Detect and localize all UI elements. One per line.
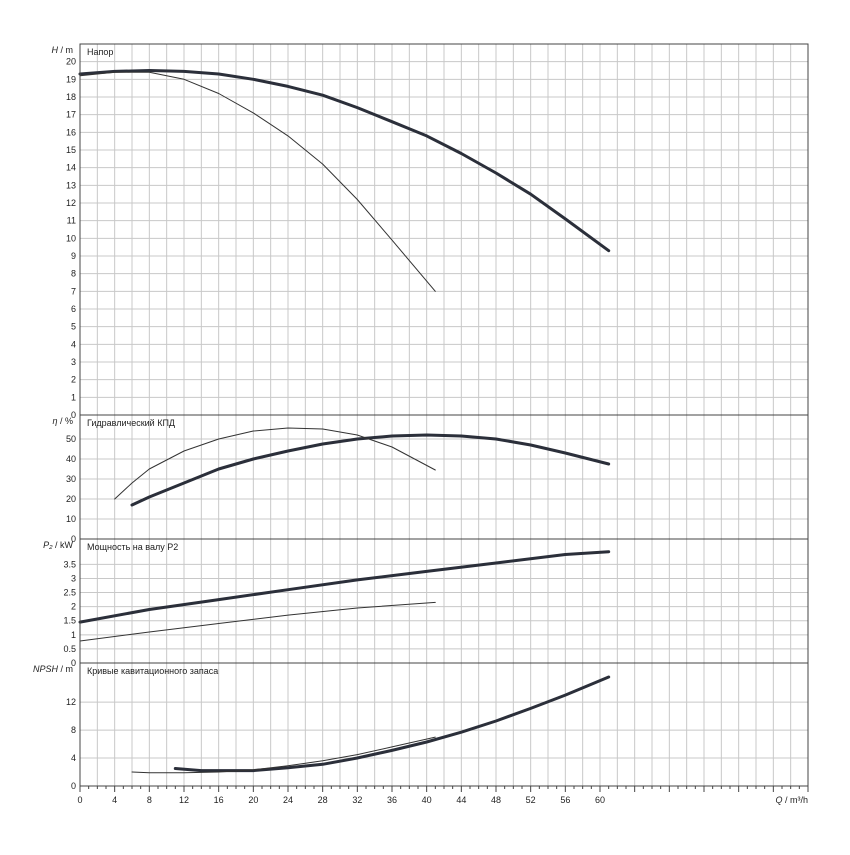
curve-max-speed: [130, 433, 611, 507]
y-tick-label: 2.5: [63, 588, 76, 598]
y-tick-label: 17: [66, 110, 76, 120]
y-axis-label: P₂ / kW: [43, 540, 73, 550]
y-tick-label: 14: [66, 163, 76, 173]
y-tick-label: 8: [71, 269, 76, 279]
curve-max-speed: [173, 675, 611, 773]
y-tick-label: 13: [66, 180, 76, 190]
y-tick-label: 3: [71, 357, 76, 367]
y-tick-label: 0: [71, 658, 76, 668]
x-tick-label: 12: [179, 795, 189, 805]
y-tick-label: 1: [71, 630, 76, 640]
y-tick-label: 10: [66, 233, 76, 243]
curve-max-speed: [78, 550, 611, 624]
curve-max-speed: [78, 69, 611, 253]
x-tick-label: 4: [112, 795, 117, 805]
x-tick-label: 48: [491, 795, 501, 805]
y-tick-label: 5: [71, 322, 76, 332]
y-tick-label: 7: [71, 286, 76, 296]
x-tick-label: 52: [526, 795, 536, 805]
panel-annotation: Напор: [87, 47, 113, 57]
curve-reduced-speed: [79, 71, 436, 292]
y-tick-label: 0: [71, 410, 76, 420]
y-tick-label: 0: [71, 534, 76, 544]
x-tick-label: 8: [147, 795, 152, 805]
y-tick-label: 20: [66, 57, 76, 67]
y-tick-label: 1.5: [63, 616, 76, 626]
y-tick-label: 12: [66, 198, 76, 208]
y-axis-label: NPSH / m: [33, 664, 73, 674]
y-tick-label: 0.5: [63, 644, 76, 654]
y-tick-label: 16: [66, 127, 76, 137]
y-tick-label: 6: [71, 304, 76, 314]
y-axis-label: H / m: [52, 45, 74, 55]
curve-reduced-speed: [131, 736, 436, 774]
y-tick-label: 50: [66, 434, 76, 444]
x-tick-label: 0: [77, 795, 82, 805]
x-tick-label: 60: [595, 795, 605, 805]
x-tick-label: 32: [352, 795, 362, 805]
y-tick-label: 30: [66, 474, 76, 484]
x-tick-label: 28: [318, 795, 328, 805]
y-tick-label: 3.5: [63, 559, 76, 569]
x-tick-label: 24: [283, 795, 293, 805]
x-tick-label: 36: [387, 795, 397, 805]
y-tick-label: 40: [66, 454, 76, 464]
x-tick-label: 16: [214, 795, 224, 805]
y-tick-label: 11: [67, 216, 76, 226]
y-tick-label: 1: [71, 392, 76, 402]
x-axis-label: Q / m³/h: [775, 795, 808, 805]
x-tick-label: 40: [422, 795, 432, 805]
y-tick-label: 3: [71, 573, 76, 583]
y-tick-label: 12: [66, 697, 76, 707]
y-tick-label: 19: [66, 74, 76, 84]
curve-reduced-speed: [114, 427, 436, 500]
curve-reduced-speed: [79, 601, 436, 642]
y-tick-label: 18: [66, 92, 76, 102]
y-tick-label: 4: [71, 339, 76, 349]
y-tick-label: 4: [71, 753, 76, 763]
panel-annotation: Мощность на валу P2: [87, 542, 178, 552]
y-tick-label: 2: [71, 602, 76, 612]
x-tick-label: 44: [456, 795, 466, 805]
y-tick-label: 0: [71, 781, 76, 791]
y-tick-label: 15: [66, 145, 76, 155]
panel-annotation: Гидравлический КПД: [87, 418, 175, 428]
y-tick-label: 8: [71, 725, 76, 735]
y-tick-label: 9: [71, 251, 76, 261]
y-tick-label: 20: [66, 494, 76, 504]
x-tick-label: 20: [248, 795, 258, 805]
panel-annotation: Кривые кавитационного запаса: [87, 666, 218, 676]
y-tick-label: 10: [66, 514, 76, 524]
x-tick-label: 56: [560, 795, 570, 805]
y-axis-label: η / %: [52, 416, 73, 426]
y-tick-label: 2: [71, 375, 76, 385]
